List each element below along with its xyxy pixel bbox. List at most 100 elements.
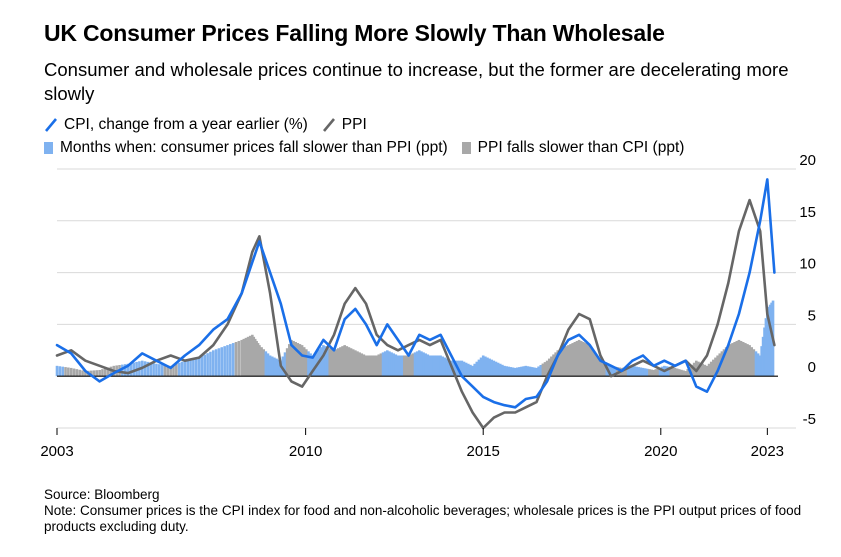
bar-mark xyxy=(255,340,258,377)
bar-mark xyxy=(748,345,751,377)
bar-mark xyxy=(541,363,545,377)
bar-mark xyxy=(373,355,376,377)
bar-mark xyxy=(383,351,387,377)
bar-mark xyxy=(358,352,361,377)
y-tick-label: 5 xyxy=(808,307,816,324)
bar-mark xyxy=(183,360,187,377)
bar-mark xyxy=(648,369,651,377)
bar-mark xyxy=(466,363,470,377)
bar-mark xyxy=(528,366,532,377)
bar-mark xyxy=(614,366,617,377)
bar-mark xyxy=(152,363,155,377)
bar-mark xyxy=(180,361,184,377)
bar-mark xyxy=(462,361,466,377)
x-tick-label: 2010 xyxy=(289,443,322,460)
bar-mark xyxy=(430,355,434,377)
bar-mark xyxy=(223,346,226,377)
bar-mark xyxy=(729,344,732,377)
bar-mark xyxy=(763,327,766,377)
bar-mark xyxy=(511,367,515,377)
y-tick-label: 0 xyxy=(808,359,816,376)
bar-mark xyxy=(285,348,289,377)
bar-mark xyxy=(217,348,221,377)
bar-mark xyxy=(281,356,285,377)
bar-mark xyxy=(296,343,300,377)
bar-mark xyxy=(611,366,615,377)
bar-mark xyxy=(275,358,278,377)
bar-mark xyxy=(166,365,170,377)
bar-mark xyxy=(767,306,771,377)
bar-mark xyxy=(351,349,355,377)
bar-mark xyxy=(104,368,107,377)
y-tick-label: -5 xyxy=(803,411,816,428)
chart-title: UK Consumer Prices Falling More Slowly T… xyxy=(44,20,665,46)
bar-mark xyxy=(309,353,312,377)
bar-mark xyxy=(768,304,772,377)
bar-mark xyxy=(273,357,276,377)
bar-mark xyxy=(121,364,124,377)
bar-mark xyxy=(690,364,694,377)
bar-mark xyxy=(200,356,204,377)
bar-mark xyxy=(253,338,257,377)
bar-mark xyxy=(477,359,481,377)
bar-mark xyxy=(479,357,483,377)
bar-mark xyxy=(266,353,270,377)
bar-mark xyxy=(305,349,308,377)
bar-mark xyxy=(294,342,297,377)
bar-mark xyxy=(258,345,261,377)
bar-mark xyxy=(501,364,504,377)
bar-mark xyxy=(701,363,705,377)
bar-mark xyxy=(246,336,250,377)
bar-mark xyxy=(535,367,538,377)
bar-mark xyxy=(460,360,464,377)
bar-mark xyxy=(650,369,653,377)
bar-mark xyxy=(61,366,64,377)
bar-mark xyxy=(428,355,432,377)
bar-mark xyxy=(322,345,325,377)
bar-mark xyxy=(379,353,383,377)
bar-mark xyxy=(157,364,161,377)
bar-mark xyxy=(177,362,181,377)
bar-mark xyxy=(654,369,658,377)
bar-mark xyxy=(126,363,130,377)
bar-mark xyxy=(658,367,662,377)
bar-mark xyxy=(633,366,636,377)
bar-mark xyxy=(194,358,198,377)
bar-mark xyxy=(411,353,415,377)
bar-mark xyxy=(55,365,59,377)
bar-mark xyxy=(432,355,436,377)
bar-mark xyxy=(573,342,577,377)
bar-mark xyxy=(635,366,638,377)
bar-mark xyxy=(488,358,491,377)
bar-mark xyxy=(203,354,207,377)
bar-mark xyxy=(454,360,457,377)
bar-mark xyxy=(163,365,167,377)
bar-mark xyxy=(746,344,749,377)
bar-mark xyxy=(149,362,153,377)
bar-mark xyxy=(754,351,758,377)
blue-bar-swatch xyxy=(44,142,53,154)
bar-mark xyxy=(405,355,408,377)
bar-mark xyxy=(366,355,370,377)
bar-mark xyxy=(641,367,645,377)
bar-mark xyxy=(758,355,762,377)
bar-mark xyxy=(592,351,596,377)
bar-mark xyxy=(81,370,84,377)
bar-mark xyxy=(484,356,487,377)
bar-mark xyxy=(445,358,449,377)
bar-mark xyxy=(631,365,634,377)
bar-mark xyxy=(760,346,763,377)
bar-mark xyxy=(558,349,562,377)
bar-mark xyxy=(409,354,413,377)
bar-mark xyxy=(106,367,110,377)
bar-mark xyxy=(509,367,513,377)
bar-mark xyxy=(287,344,291,377)
bar-mark xyxy=(324,346,327,377)
note-text: Note: Consumer prices is the CPI index f… xyxy=(44,503,802,534)
ppi-line-swatch xyxy=(322,118,335,132)
bar-mark xyxy=(639,367,643,377)
bar-mark xyxy=(169,365,172,377)
bar-mark xyxy=(741,342,745,377)
bar-mark xyxy=(172,364,175,377)
bar-mark xyxy=(667,366,670,377)
